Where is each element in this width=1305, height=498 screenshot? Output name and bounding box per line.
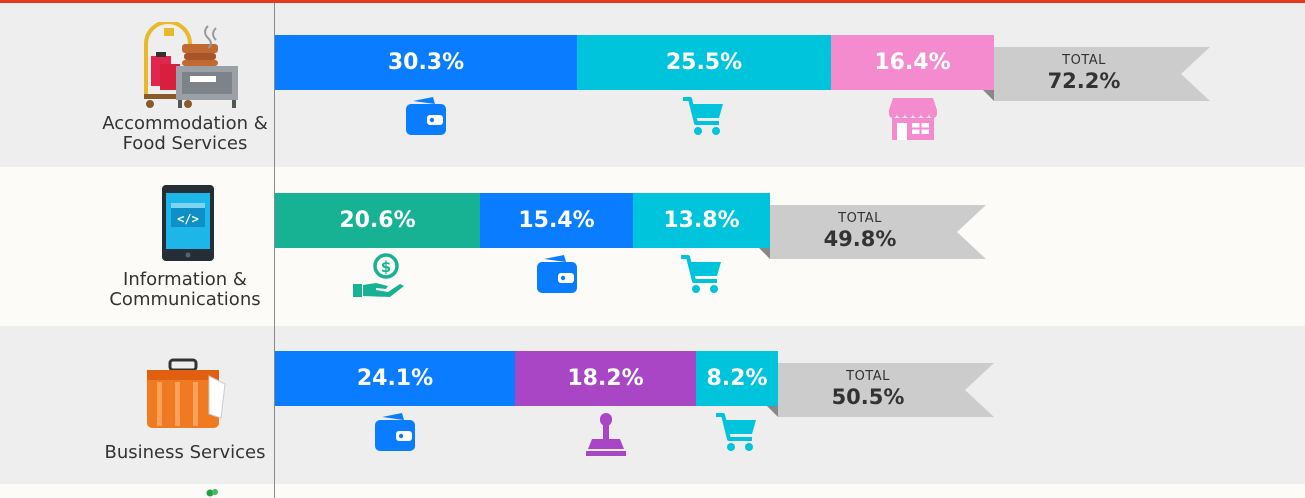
svg-text:</>: </>: [177, 212, 199, 226]
bar-segment: 18.2%: [515, 351, 696, 406]
row-band: [0, 484, 1305, 498]
bar-segment: 8.2%: [696, 351, 778, 406]
category-label: Accommodation & Food Services: [102, 113, 268, 154]
category-divider: [274, 3, 275, 498]
segment-value-label: 16.4%: [874, 50, 951, 75]
wallet-icon: [534, 253, 580, 299]
category-label: Information & Communications: [109, 269, 261, 310]
shopping-cart-icon: [714, 411, 760, 457]
segment-value-label: 25.5%: [665, 50, 743, 75]
segment-value-label: 8.2%: [706, 366, 768, 391]
segment-value-label: 24.1%: [356, 366, 434, 391]
hotel-food-icon: [138, 20, 238, 116]
svg-text:$: $: [381, 258, 391, 276]
total-tag: TOTAL 50.5%: [767, 363, 997, 419]
storefront-icon: [888, 95, 938, 145]
total-value: 72.2%: [1047, 69, 1121, 93]
wallet-icon: [372, 411, 418, 457]
bar-segment: 15.4%: [480, 193, 633, 248]
total-label: TOTAL: [1062, 53, 1106, 68]
stamp-icon: [584, 411, 628, 461]
shopping-cart-icon: [681, 95, 727, 141]
bar-segment: 30.3%: [275, 35, 577, 90]
tablet-code-icon: </>: [160, 183, 216, 267]
total-value: 50.5%: [831, 385, 905, 409]
bar-segment: 24.1%: [275, 351, 515, 406]
segment-value-label: 13.8%: [663, 208, 740, 233]
briefcase-icon: [143, 358, 229, 434]
shopping-cart-icon: [679, 253, 725, 299]
total-tag: TOTAL 72.2%: [983, 47, 1213, 103]
total-tag: TOTAL 49.8%: [759, 205, 989, 261]
bar-segment: 13.8%: [633, 193, 770, 248]
bar-segment: 16.4%: [831, 35, 994, 90]
segment-value-label: 20.6%: [339, 208, 416, 233]
bar-segment: 20.6%: [275, 193, 480, 248]
wallet-icon: [403, 95, 449, 141]
segment-value-label: 18.2%: [567, 366, 644, 391]
total-tag-shape: [983, 47, 1210, 101]
sprout-icon: [206, 489, 218, 497]
bar-segment: 25.5%: [577, 35, 831, 90]
total-label: TOTAL: [838, 211, 882, 226]
segment-value-label: 15.4%: [518, 208, 595, 233]
total-tag-shape: [767, 363, 994, 417]
category-label: Business Services: [104, 442, 266, 463]
total-label: TOTAL: [846, 369, 890, 384]
top-accent-line: [0, 0, 1305, 3]
segment-value-label: 30.3%: [387, 50, 465, 75]
total-value: 49.8%: [823, 227, 897, 251]
money-hand-icon: $: [350, 253, 406, 303]
total-tag-shape: [759, 205, 986, 259]
